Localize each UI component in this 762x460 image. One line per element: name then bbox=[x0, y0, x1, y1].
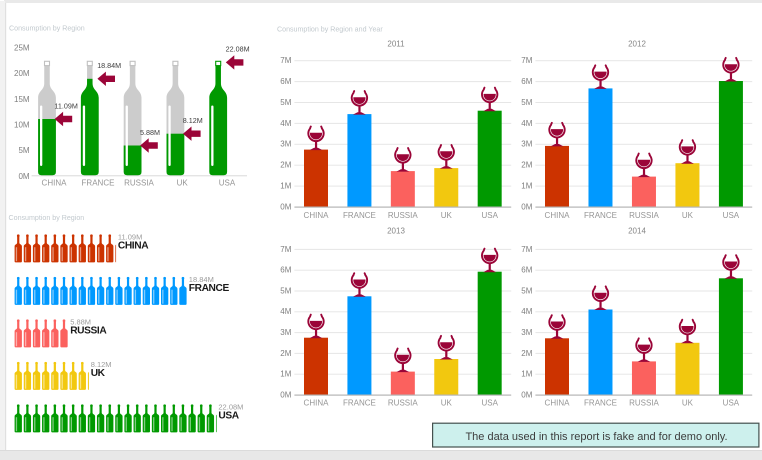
svg-text:2011: 2011 bbox=[387, 40, 405, 49]
svg-text:0M: 0M bbox=[280, 202, 291, 211]
svg-text:15M: 15M bbox=[14, 95, 30, 104]
svg-text:CHINA: CHINA bbox=[304, 211, 330, 220]
svg-text:5M: 5M bbox=[521, 98, 532, 107]
svg-text:2M: 2M bbox=[280, 161, 291, 170]
svg-text:11.09M: 11.09M bbox=[54, 101, 77, 110]
svg-text:2M: 2M bbox=[521, 349, 532, 358]
svg-text:5M: 5M bbox=[280, 98, 291, 107]
svg-text:7M: 7M bbox=[280, 56, 291, 65]
svg-text:0M: 0M bbox=[18, 172, 29, 181]
svg-text:USA: USA bbox=[218, 411, 239, 422]
svg-text:FRANCE: FRANCE bbox=[343, 211, 376, 220]
svg-text:5.88M: 5.88M bbox=[140, 128, 160, 137]
svg-text:UK: UK bbox=[441, 211, 453, 220]
svg-text:CHINA: CHINA bbox=[545, 399, 571, 408]
svg-text:8.12M: 8.12M bbox=[183, 116, 203, 125]
svg-text:0M: 0M bbox=[521, 390, 532, 399]
svg-text:5M: 5M bbox=[18, 146, 29, 155]
svg-text:22.08M: 22.08M bbox=[226, 45, 250, 54]
svg-text:10M: 10M bbox=[14, 121, 30, 130]
svg-text:UK: UK bbox=[682, 211, 694, 220]
svg-text:18.84M: 18.84M bbox=[189, 275, 214, 284]
svg-text:UK: UK bbox=[441, 399, 453, 408]
svg-text:UK: UK bbox=[682, 399, 694, 408]
svg-text:Consumption by Region: Consumption by Region bbox=[9, 25, 85, 33]
svg-text:2M: 2M bbox=[521, 161, 532, 170]
svg-text:0M: 0M bbox=[280, 390, 291, 399]
svg-text:RUSSIA: RUSSIA bbox=[629, 399, 659, 408]
svg-text:USA: USA bbox=[219, 178, 236, 187]
svg-text:FRANCE: FRANCE bbox=[82, 178, 115, 187]
svg-text:USA: USA bbox=[481, 399, 498, 408]
svg-text:7M: 7M bbox=[280, 245, 291, 254]
svg-text:FRANCE: FRANCE bbox=[189, 283, 230, 294]
svg-text:UK: UK bbox=[91, 368, 106, 379]
svg-text:Consumption by Region: Consumption by Region bbox=[9, 214, 85, 222]
svg-text:RUSSIA: RUSSIA bbox=[388, 399, 418, 408]
svg-text:1M: 1M bbox=[280, 370, 291, 379]
svg-text:20M: 20M bbox=[14, 69, 30, 78]
svg-text:CHINA: CHINA bbox=[545, 211, 571, 220]
svg-text:FRANCE: FRANCE bbox=[584, 211, 617, 220]
svg-text:8.12M: 8.12M bbox=[91, 360, 112, 369]
svg-text:3M: 3M bbox=[521, 328, 532, 337]
svg-text:3M: 3M bbox=[280, 328, 291, 337]
svg-text:RUSSIA: RUSSIA bbox=[629, 211, 659, 220]
svg-text:1M: 1M bbox=[521, 370, 532, 379]
svg-text:USA: USA bbox=[481, 211, 498, 220]
svg-text:6M: 6M bbox=[280, 266, 291, 275]
svg-text:RUSSIA: RUSSIA bbox=[124, 178, 154, 187]
svg-text:RUSSIA: RUSSIA bbox=[70, 326, 107, 337]
svg-text:CHINA: CHINA bbox=[118, 241, 149, 252]
svg-text:0M: 0M bbox=[521, 202, 532, 211]
svg-text:11.09M: 11.09M bbox=[118, 232, 142, 241]
svg-text:2013: 2013 bbox=[387, 226, 405, 235]
svg-text:7M: 7M bbox=[521, 245, 532, 254]
svg-text:5.88M: 5.88M bbox=[70, 317, 91, 326]
svg-text:18.84M: 18.84M bbox=[97, 61, 121, 70]
svg-text:5M: 5M bbox=[521, 286, 532, 295]
svg-text:The data used in this report i: The data used in this report is fake and… bbox=[465, 431, 727, 443]
svg-text:2M: 2M bbox=[280, 349, 291, 358]
svg-text:UK: UK bbox=[177, 178, 189, 187]
svg-text:4M: 4M bbox=[280, 307, 291, 316]
svg-text:4M: 4M bbox=[521, 307, 532, 316]
svg-text:4M: 4M bbox=[280, 119, 291, 128]
svg-text:CHINA: CHINA bbox=[42, 178, 68, 187]
svg-text:6M: 6M bbox=[521, 77, 532, 86]
svg-text:FRANCE: FRANCE bbox=[343, 399, 376, 408]
svg-text:Consumption by Region and Year: Consumption by Region and Year bbox=[277, 25, 383, 33]
svg-text:4M: 4M bbox=[521, 119, 532, 128]
svg-text:CHINA: CHINA bbox=[304, 399, 330, 408]
svg-text:RUSSIA: RUSSIA bbox=[388, 211, 418, 220]
svg-text:5M: 5M bbox=[280, 286, 291, 295]
svg-text:25M: 25M bbox=[14, 43, 30, 52]
svg-text:6M: 6M bbox=[521, 266, 532, 275]
svg-text:1M: 1M bbox=[521, 182, 532, 191]
svg-text:2012: 2012 bbox=[628, 40, 646, 49]
svg-text:2014: 2014 bbox=[628, 226, 646, 235]
svg-text:22.08M: 22.08M bbox=[218, 402, 243, 411]
svg-text:3M: 3M bbox=[280, 140, 291, 149]
svg-text:FRANCE: FRANCE bbox=[584, 399, 617, 408]
svg-text:3M: 3M bbox=[521, 140, 532, 149]
svg-text:USA: USA bbox=[723, 399, 740, 408]
svg-text:1M: 1M bbox=[280, 182, 291, 191]
svg-text:6M: 6M bbox=[280, 77, 291, 86]
svg-text:7M: 7M bbox=[521, 56, 532, 65]
svg-text:USA: USA bbox=[723, 211, 740, 220]
